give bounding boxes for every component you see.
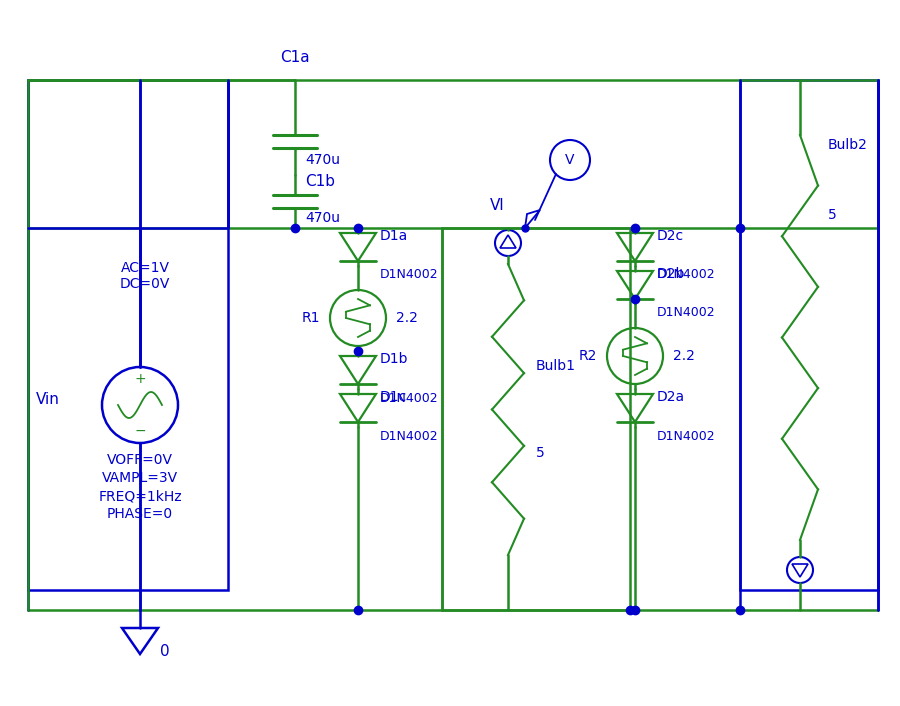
Text: Bulb2: Bulb2 bbox=[828, 138, 868, 152]
Text: AC=1V: AC=1V bbox=[121, 261, 169, 275]
Text: −: − bbox=[134, 424, 146, 438]
Text: D1N4002: D1N4002 bbox=[380, 429, 438, 443]
Text: VOFF=0V: VOFF=0V bbox=[107, 453, 173, 467]
Text: C1b: C1b bbox=[305, 174, 335, 189]
Text: 470u: 470u bbox=[305, 153, 340, 167]
Text: Vin: Vin bbox=[36, 393, 60, 407]
Text: 5: 5 bbox=[536, 446, 544, 460]
Text: V: V bbox=[565, 153, 575, 167]
Text: 0: 0 bbox=[160, 645, 169, 659]
Text: 470u: 470u bbox=[305, 211, 340, 225]
Text: D2b: D2b bbox=[657, 267, 686, 281]
Text: R1: R1 bbox=[302, 311, 320, 325]
Text: D1N4002: D1N4002 bbox=[657, 429, 716, 443]
Text: FREQ=1kHz: FREQ=1kHz bbox=[98, 489, 182, 503]
Text: C1a: C1a bbox=[280, 51, 310, 66]
Text: Vl: Vl bbox=[491, 198, 505, 213]
Text: D2a: D2a bbox=[657, 390, 685, 404]
Bar bbox=[28, 80, 228, 590]
Text: DC=0V: DC=0V bbox=[120, 277, 170, 291]
Text: +: + bbox=[134, 372, 146, 386]
Bar bbox=[442, 228, 630, 610]
Text: D1N4002: D1N4002 bbox=[380, 268, 438, 282]
Text: D1c: D1c bbox=[380, 390, 407, 404]
Text: 2.2: 2.2 bbox=[396, 311, 418, 325]
Text: D2c: D2c bbox=[657, 229, 684, 243]
Text: D1N4002: D1N4002 bbox=[380, 392, 438, 405]
Text: 2.2: 2.2 bbox=[673, 349, 695, 363]
Text: D1a: D1a bbox=[380, 229, 409, 243]
Text: VAMPL=3V: VAMPL=3V bbox=[102, 471, 178, 485]
Text: Bulb1: Bulb1 bbox=[536, 359, 576, 373]
Text: 5: 5 bbox=[828, 208, 837, 222]
Text: D1b: D1b bbox=[380, 352, 409, 366]
Text: D1N4002: D1N4002 bbox=[657, 306, 716, 320]
Text: D1N4002: D1N4002 bbox=[657, 268, 716, 282]
Bar bbox=[740, 80, 878, 590]
Text: R2: R2 bbox=[579, 349, 597, 363]
Text: PHASE=0: PHASE=0 bbox=[107, 507, 173, 521]
